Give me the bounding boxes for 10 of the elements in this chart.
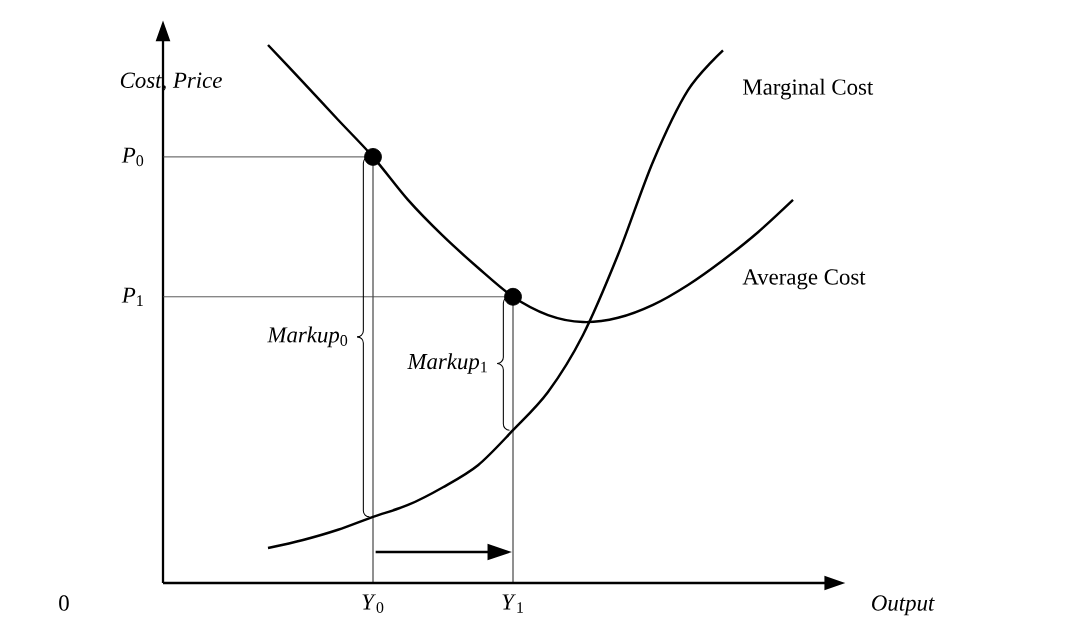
x-axis-title: Output [872,595,935,616]
annotation: Markup$_{0}$ [267,326,348,348]
annotation: Markup$_{1}$ [407,353,487,374]
series-label: P$_{0}$ [121,147,144,167]
x-tick-label: Y$_{0}$ [362,594,384,613]
series-label: Marginal Cost [743,78,874,100]
series-label: P$_{1}$ [121,287,143,306]
x-tick-label: Y$_{1}$ [502,594,523,613]
text: 0 [59,595,69,611]
series-label: Average Cost [742,269,866,290]
